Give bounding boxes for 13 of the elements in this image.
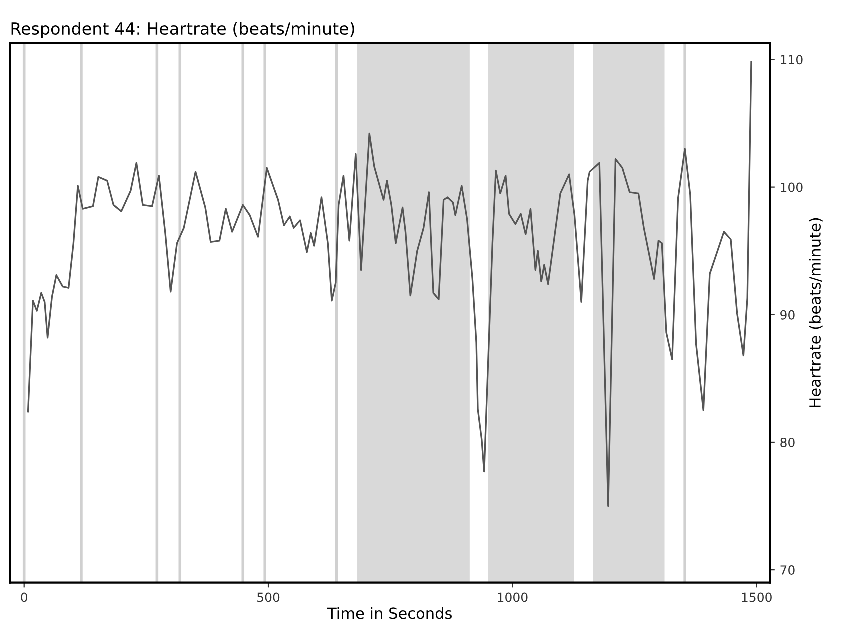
y-tick-label: 110 <box>781 55 803 65</box>
x-tick-label: 500 <box>258 592 280 602</box>
y-tick-label: 90 <box>780 310 795 320</box>
x-tick-label: 1000 <box>498 592 528 602</box>
y-tick-label: 70 <box>780 566 795 575</box>
y-axis-title: Heartrate (beats/minute) <box>809 218 823 408</box>
line-series <box>27 61 752 508</box>
y-tick-label: 80 <box>780 438 795 448</box>
x-axis-title: Time in Seconds <box>327 607 452 620</box>
chart-title: Respondent 44: Heartrate (beats/minute) <box>12 22 354 38</box>
y-tick-label: 100 <box>781 182 803 192</box>
x-tick-label: 1500 <box>742 592 772 602</box>
x-tick-label: 0 <box>21 592 28 602</box>
